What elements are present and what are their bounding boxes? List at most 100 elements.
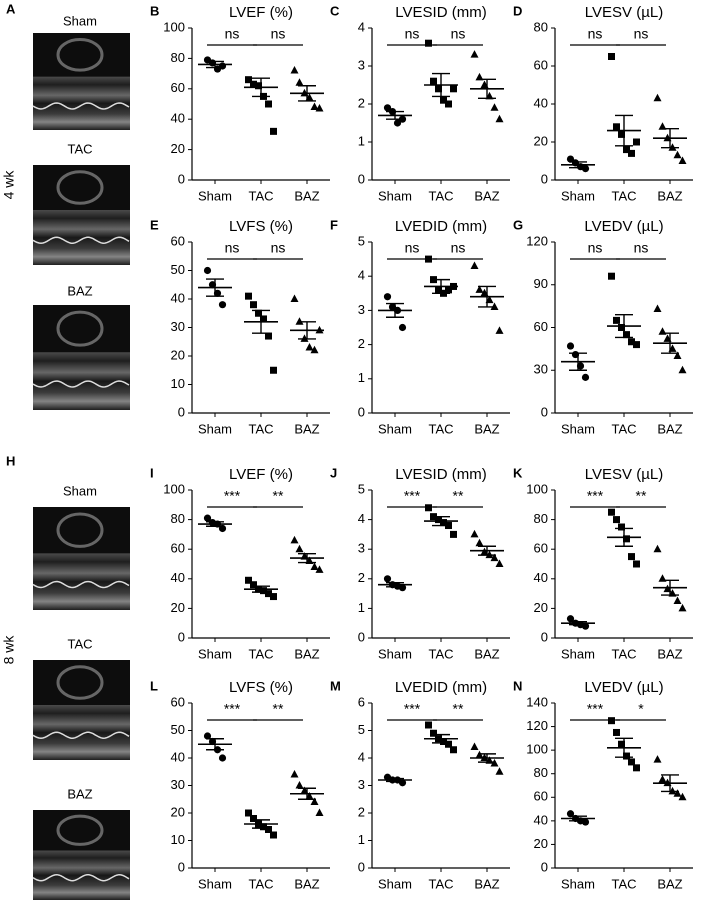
point — [435, 286, 442, 294]
significance-label: ** — [636, 488, 647, 504]
point — [425, 39, 432, 47]
error-bar — [252, 77, 270, 98]
y-tick-label: 2 — [358, 570, 365, 585]
m-mode-wall — [32, 102, 130, 110]
significance-label: ns — [634, 26, 649, 42]
point — [608, 717, 615, 725]
panel-letter: G — [513, 217, 523, 232]
error-bar — [661, 127, 679, 149]
error-bar — [569, 352, 587, 371]
significance-label: ns — [634, 240, 649, 256]
y-tick-label: 1 — [358, 832, 365, 847]
y-tick-label: 60 — [171, 694, 185, 709]
y-tick-label: 80 — [534, 511, 548, 526]
m-mode — [33, 850, 130, 900]
y-tick-label: 50 — [171, 262, 185, 277]
x-tick-label: Sham — [198, 646, 232, 661]
y-tick-label: 40 — [171, 290, 185, 305]
chart-title: LVESID (mm) — [395, 4, 486, 21]
error-bar — [569, 815, 587, 822]
y-tick-label: 90 — [534, 276, 548, 291]
point — [310, 102, 319, 111]
error-bar — [298, 787, 316, 800]
y-tick-label: 1 — [358, 370, 365, 385]
point — [208, 737, 217, 746]
error-bar — [432, 278, 450, 294]
y-tick-label: 0 — [358, 859, 365, 874]
image-label: BAZ — [67, 283, 92, 298]
point — [618, 740, 625, 748]
significance-label: *** — [404, 701, 421, 717]
point — [295, 781, 304, 789]
significance-label: ns — [225, 240, 240, 256]
point — [245, 809, 252, 817]
y-tick-label: 100 — [526, 742, 548, 757]
chart-title: LVESV (µL) — [585, 4, 663, 21]
point — [295, 78, 304, 86]
error-bar — [615, 313, 633, 339]
panel-letter: M — [330, 678, 341, 693]
point — [260, 587, 267, 595]
y-tick-label: 30 — [534, 362, 548, 377]
point — [260, 315, 267, 323]
y-tick-label: 20 — [534, 836, 548, 851]
point — [260, 823, 267, 831]
point — [613, 123, 620, 131]
chart-title: LVESID (mm) — [395, 466, 486, 483]
point — [495, 114, 504, 123]
point — [581, 818, 590, 826]
image-label: TAC — [67, 141, 92, 156]
significance-label: ns — [588, 240, 603, 256]
point — [495, 767, 504, 775]
y-tick-label: 0 — [178, 629, 185, 644]
y-tick-label: 100 — [163, 19, 185, 34]
error-bar — [206, 738, 224, 751]
point — [495, 559, 504, 567]
point — [490, 302, 499, 310]
significance-label: ** — [273, 488, 284, 504]
y-tick-label: 6 — [358, 694, 365, 709]
x-tick-label: TAC — [428, 421, 453, 436]
error-bar — [661, 579, 679, 596]
point — [495, 326, 504, 334]
x-tick-label: Sham — [198, 876, 232, 891]
point — [613, 728, 620, 736]
point — [435, 516, 442, 524]
point — [490, 553, 499, 562]
echo-view — [56, 512, 104, 548]
point — [295, 317, 304, 325]
point — [398, 323, 407, 332]
y-tick-label: 20 — [171, 347, 185, 362]
x-tick-label: Sham — [378, 646, 412, 661]
y-tick-label: 60 — [171, 80, 185, 95]
y-tick-label: 10 — [171, 832, 185, 847]
error-bar — [386, 302, 404, 318]
point — [608, 272, 615, 280]
image-label: TAC — [67, 636, 92, 651]
point — [673, 789, 682, 797]
point — [250, 80, 257, 88]
x-tick-label: Sham — [561, 646, 595, 661]
y-tick-label: 0 — [541, 629, 548, 644]
significance-label: *** — [587, 701, 604, 717]
y-tick-label: 120 — [526, 718, 548, 733]
point — [658, 122, 667, 130]
significance-label: *** — [404, 488, 421, 504]
echo-view — [56, 665, 104, 700]
chart-title: LVEDID (mm) — [395, 679, 487, 696]
y-tick-label: 50 — [171, 722, 185, 737]
error-bar — [252, 309, 270, 334]
x-tick-label: TAC — [248, 421, 273, 436]
error-bar — [478, 285, 496, 308]
error-bar — [478, 545, 496, 556]
x-tick-label: TAC — [611, 421, 636, 436]
significance-label: ** — [453, 488, 464, 504]
point — [450, 85, 457, 93]
point — [623, 331, 630, 339]
point — [315, 808, 324, 816]
y-tick-label: 40 — [171, 749, 185, 764]
error-bar — [298, 321, 316, 340]
point — [315, 565, 324, 573]
point — [208, 281, 217, 289]
significance-label: ns — [451, 240, 466, 256]
